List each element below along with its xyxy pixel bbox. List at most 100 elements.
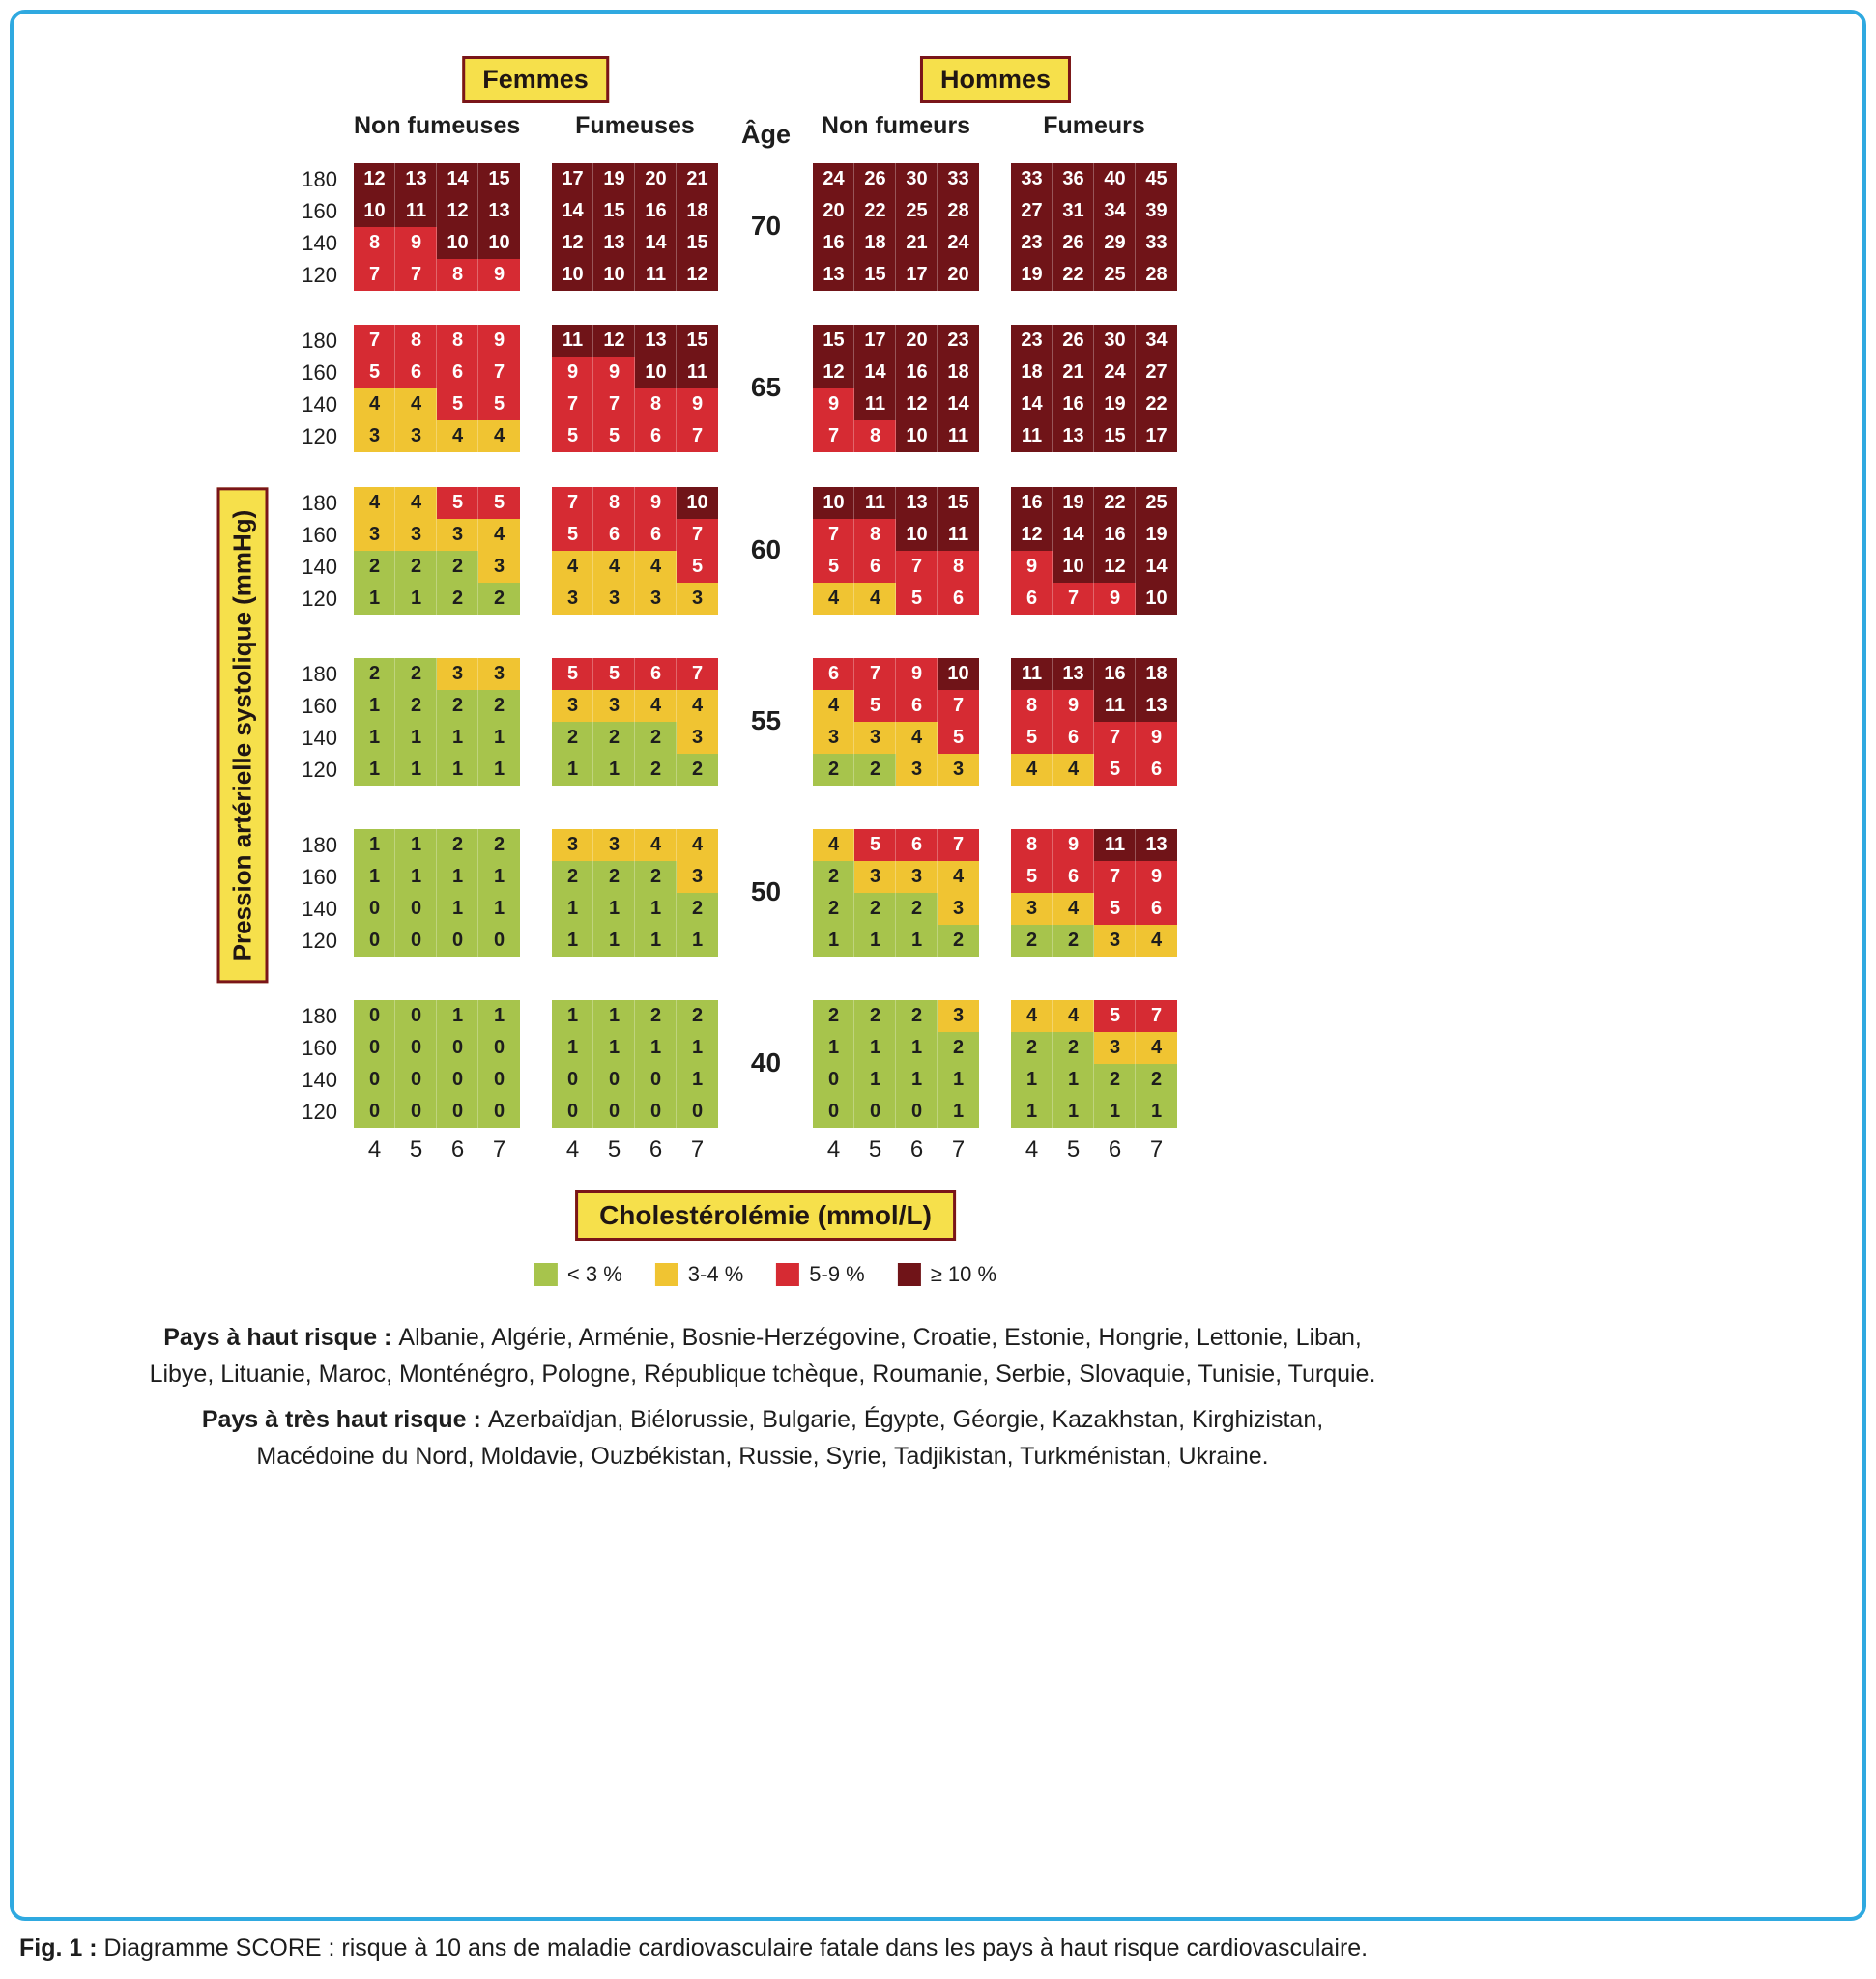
risk-cell: 15 (938, 487, 979, 519)
risk-cell: 30 (1094, 325, 1136, 357)
risk-cell: 36 (1053, 163, 1094, 195)
risk-cell: 2 (896, 893, 938, 925)
risk-cell: 14 (1011, 388, 1053, 420)
risk-cell: 2 (593, 861, 635, 893)
risk-cell: 8 (593, 487, 635, 519)
risk-cell: 1 (478, 1000, 520, 1032)
risk-cell: 4 (478, 420, 520, 452)
risk-cell: 4 (478, 519, 520, 551)
risk-cell: 18 (677, 195, 718, 227)
risk-cell: 3 (813, 722, 854, 754)
risk-cell: 0 (478, 1064, 520, 1096)
legend-item: 5-9 % (776, 1262, 865, 1287)
risk-cell: 23 (1011, 325, 1053, 357)
risk-cell: 7 (677, 519, 718, 551)
risk-cell: 2 (635, 1000, 677, 1032)
bp-tick-label: 180 (302, 833, 337, 857)
femmes-badge: Femmes (462, 56, 609, 103)
risk-cell: 1 (896, 1064, 938, 1096)
risk-cell: 1 (677, 1032, 718, 1064)
risk-cell: 9 (593, 357, 635, 388)
risk-cell: 2 (354, 551, 395, 583)
risk-cell: 1 (635, 893, 677, 925)
hommes-badge: Hommes (919, 56, 1072, 103)
risk-cell: 3 (552, 829, 593, 861)
risk-cell: 3 (354, 420, 395, 452)
risk-cell: 15 (593, 195, 635, 227)
risk-cell: 4 (437, 420, 478, 452)
bp-tick-label: 160 (302, 523, 337, 547)
risk-cell: 8 (437, 259, 478, 291)
risk-cell: 13 (896, 487, 938, 519)
bp-tick-label: 120 (302, 758, 337, 782)
risk-grid-hommes-fumeurs-age-70: 33 36 40 45 27 31 34 39 23 26 29 33 19 22 25 28 (1011, 163, 1177, 291)
risk-cell: 5 (677, 551, 718, 583)
risk-cell: 14 (1053, 519, 1094, 551)
risk-cell: 7 (677, 658, 718, 690)
risk-cell: 6 (854, 551, 896, 583)
risk-cell: 4 (395, 487, 437, 519)
risk-cell: 0 (395, 893, 437, 925)
risk-cell: 22 (1094, 487, 1136, 519)
risk-cell: 15 (677, 325, 718, 357)
risk-cell: 6 (395, 357, 437, 388)
risk-cell: 2 (1136, 1064, 1177, 1096)
legend-swatch (897, 1263, 921, 1286)
risk-cell: 10 (938, 658, 979, 690)
risk-cell: 33 (938, 163, 979, 195)
risk-cell: 1 (395, 722, 437, 754)
risk-cell: 7 (938, 829, 979, 861)
risk-cell: 27 (1011, 195, 1053, 227)
risk-cell: 9 (478, 259, 520, 291)
risk-cell: 11 (1011, 658, 1053, 690)
risk-cell: 20 (813, 195, 854, 227)
risk-cell: 3 (854, 861, 896, 893)
risk-cell: 34 (1136, 325, 1177, 357)
risk-cell: 26 (1053, 227, 1094, 259)
risk-cell: 5 (354, 357, 395, 388)
risk-cell: 0 (552, 1096, 593, 1128)
risk-cell: 14 (437, 163, 478, 195)
risk-cell: 3 (938, 754, 979, 786)
risk-cell: 3 (593, 690, 635, 722)
note-very-high-risk: Pays à très haut risque : Azerbaïdjan, Bi… (149, 1402, 1376, 1475)
risk-cell: 1 (395, 583, 437, 615)
risk-cell: 2 (1011, 1032, 1053, 1064)
risk-cell: 13 (478, 195, 520, 227)
risk-cell: 0 (395, 1032, 437, 1064)
risk-cell: 0 (478, 1096, 520, 1128)
risk-grid-hommes-non-fumeurs-age-60: 10 11 13 15 7 8 10 11 5 6 7 8 4 4 5 6 (813, 487, 979, 615)
risk-cell: 0 (354, 893, 395, 925)
risk-cell: 3 (896, 861, 938, 893)
risk-cell: 0 (437, 1032, 478, 1064)
bp-tick-label: 160 (302, 360, 337, 385)
risk-cell: 19 (1053, 487, 1094, 519)
risk-cell: 31 (1053, 195, 1094, 227)
risk-cell: 1 (437, 893, 478, 925)
risk-cell: 30 (896, 163, 938, 195)
risk-cell: 11 (1011, 420, 1053, 452)
cholesterol-tick-label: 5 (868, 1136, 882, 1162)
risk-cell: 14 (1136, 551, 1177, 583)
risk-cell: 5 (552, 519, 593, 551)
risk-cell: 15 (478, 163, 520, 195)
age-label: 55 (750, 705, 782, 735)
risk-cell: 40 (1094, 163, 1136, 195)
risk-cell: 1 (593, 754, 635, 786)
risk-cell: 13 (1053, 658, 1094, 690)
risk-cell: 25 (1136, 487, 1177, 519)
risk-cell: 8 (437, 325, 478, 357)
figure-caption: Fig. 1 : Diagramme SCORE : risque à 10 a… (19, 1935, 1856, 1963)
risk-cell: 18 (1136, 658, 1177, 690)
risk-grid-femmes-fumeuses-age-70: 17 19 20 21 14 15 16 18 12 13 14 15 10 10 11 12 (552, 163, 718, 291)
risk-cell: 5 (552, 658, 593, 690)
risk-cell: 0 (395, 1096, 437, 1128)
risk-cell: 6 (635, 420, 677, 452)
risk-cell: 14 (552, 195, 593, 227)
risk-cell: 7 (677, 420, 718, 452)
risk-cell: 3 (1094, 1032, 1136, 1064)
risk-cell: 1 (1011, 1096, 1053, 1128)
risk-cell: 0 (677, 1096, 718, 1128)
